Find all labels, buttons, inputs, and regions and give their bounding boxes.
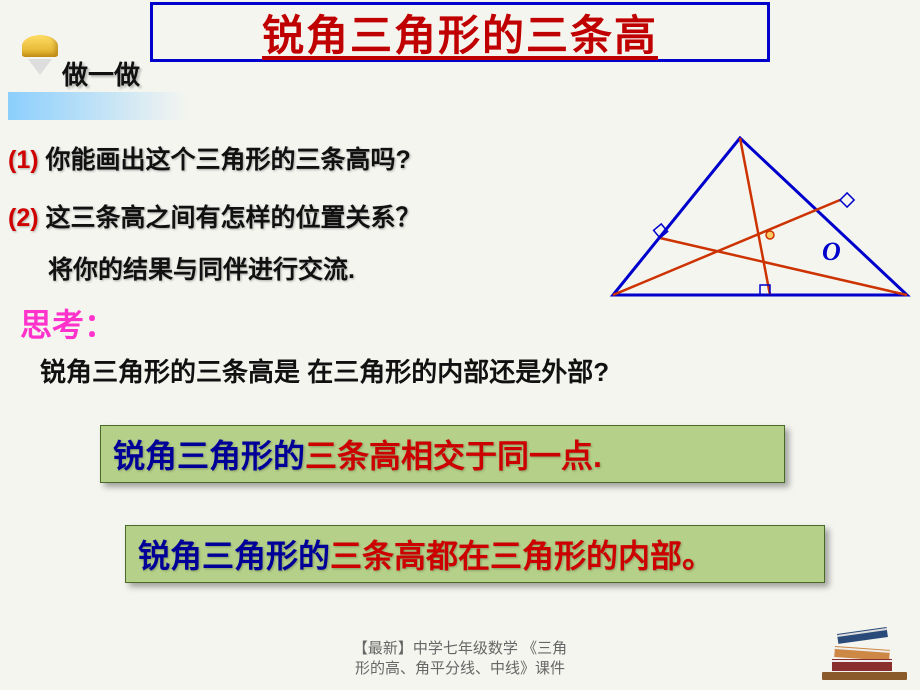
q1-number: (1) (8, 146, 39, 174)
footer-line-1: 【最新】中学七年级数学 《三角 (0, 639, 920, 659)
slide-footer: 【最新】中学七年级数学 《三角 形的高、角平分线、中线》课件 (0, 639, 920, 678)
c1-part1: 锐角三角形的 (113, 438, 305, 474)
c2-part1: 锐角三角形的 (138, 538, 330, 574)
c1-dot: . (593, 438, 602, 474)
question-3: 将你的结果与同伴进行交流. (48, 250, 355, 286)
conclusion-1-text: 锐角三角形的三条高相交于同一点. (113, 431, 602, 477)
think-label: 思考： (20, 300, 116, 346)
q1-text: 你能画出这个三角形的三条高吗? (39, 146, 411, 174)
do-it-label: 做一做 (62, 55, 140, 92)
q2-number: (2) (8, 204, 39, 232)
slide-title-box: 锐角三角形的三条高 (150, 2, 770, 62)
slide-title: 锐角三角形的三条高 (262, 2, 658, 63)
question-2: (2) 这三条高之间有怎样的位置关系？ (8, 198, 421, 234)
footer-line-2: 形的高、角平分线、中线》课件 (0, 659, 920, 679)
question-4: 锐角三角形的三条高是 在三角形的内部还是外部? (40, 352, 609, 389)
svg-text:O: O (822, 237, 841, 266)
bullet-icon (20, 35, 60, 90)
do-it-underline (8, 92, 188, 120)
q2-text: 这三条高之间有怎样的位置关系？ (39, 204, 421, 232)
triangle-diagram: O (605, 130, 915, 305)
conclusion-2-text: 锐角三角形的三条高都在三角形的内部。 (138, 531, 714, 577)
conclusion-box-1: 锐角三角形的三条高相交于同一点. (100, 425, 785, 483)
c2-part2: 三条高都在三角形的内部。 (330, 538, 714, 574)
conclusion-box-2: 锐角三角形的三条高都在三角形的内部。 (125, 525, 825, 583)
c1-part2: 三条高相交于同一点 (305, 438, 593, 474)
question-1: (1) 你能画出这个三角形的三条高吗? (8, 140, 411, 176)
